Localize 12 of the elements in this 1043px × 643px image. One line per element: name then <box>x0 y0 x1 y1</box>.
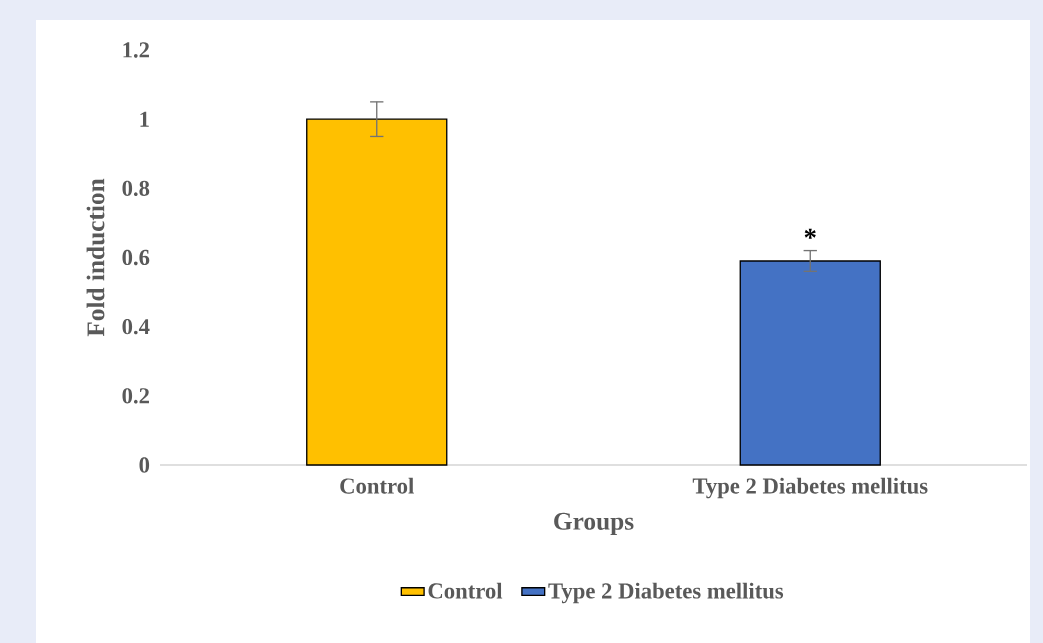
y-tick-label: 0.8 <box>122 180 150 197</box>
y-tick-label: 0.2 <box>122 388 149 404</box>
y-tick-label: 0.4 <box>122 318 150 335</box>
annotation: * <box>804 228 816 239</box>
y-tick-label: 0.6 <box>122 249 150 266</box>
x-axis-title: Groups <box>554 512 634 535</box>
y-tick-label: 1 <box>140 111 149 127</box>
y-tick-label: 1.2 <box>123 42 149 58</box>
y-tick-label: 0 <box>139 457 150 473</box>
y-axis-title: Fold induction <box>86 178 105 337</box>
legend-label: Type 2 Diabetes mellitus <box>548 582 784 604</box>
legend-label: Control <box>428 582 503 599</box>
